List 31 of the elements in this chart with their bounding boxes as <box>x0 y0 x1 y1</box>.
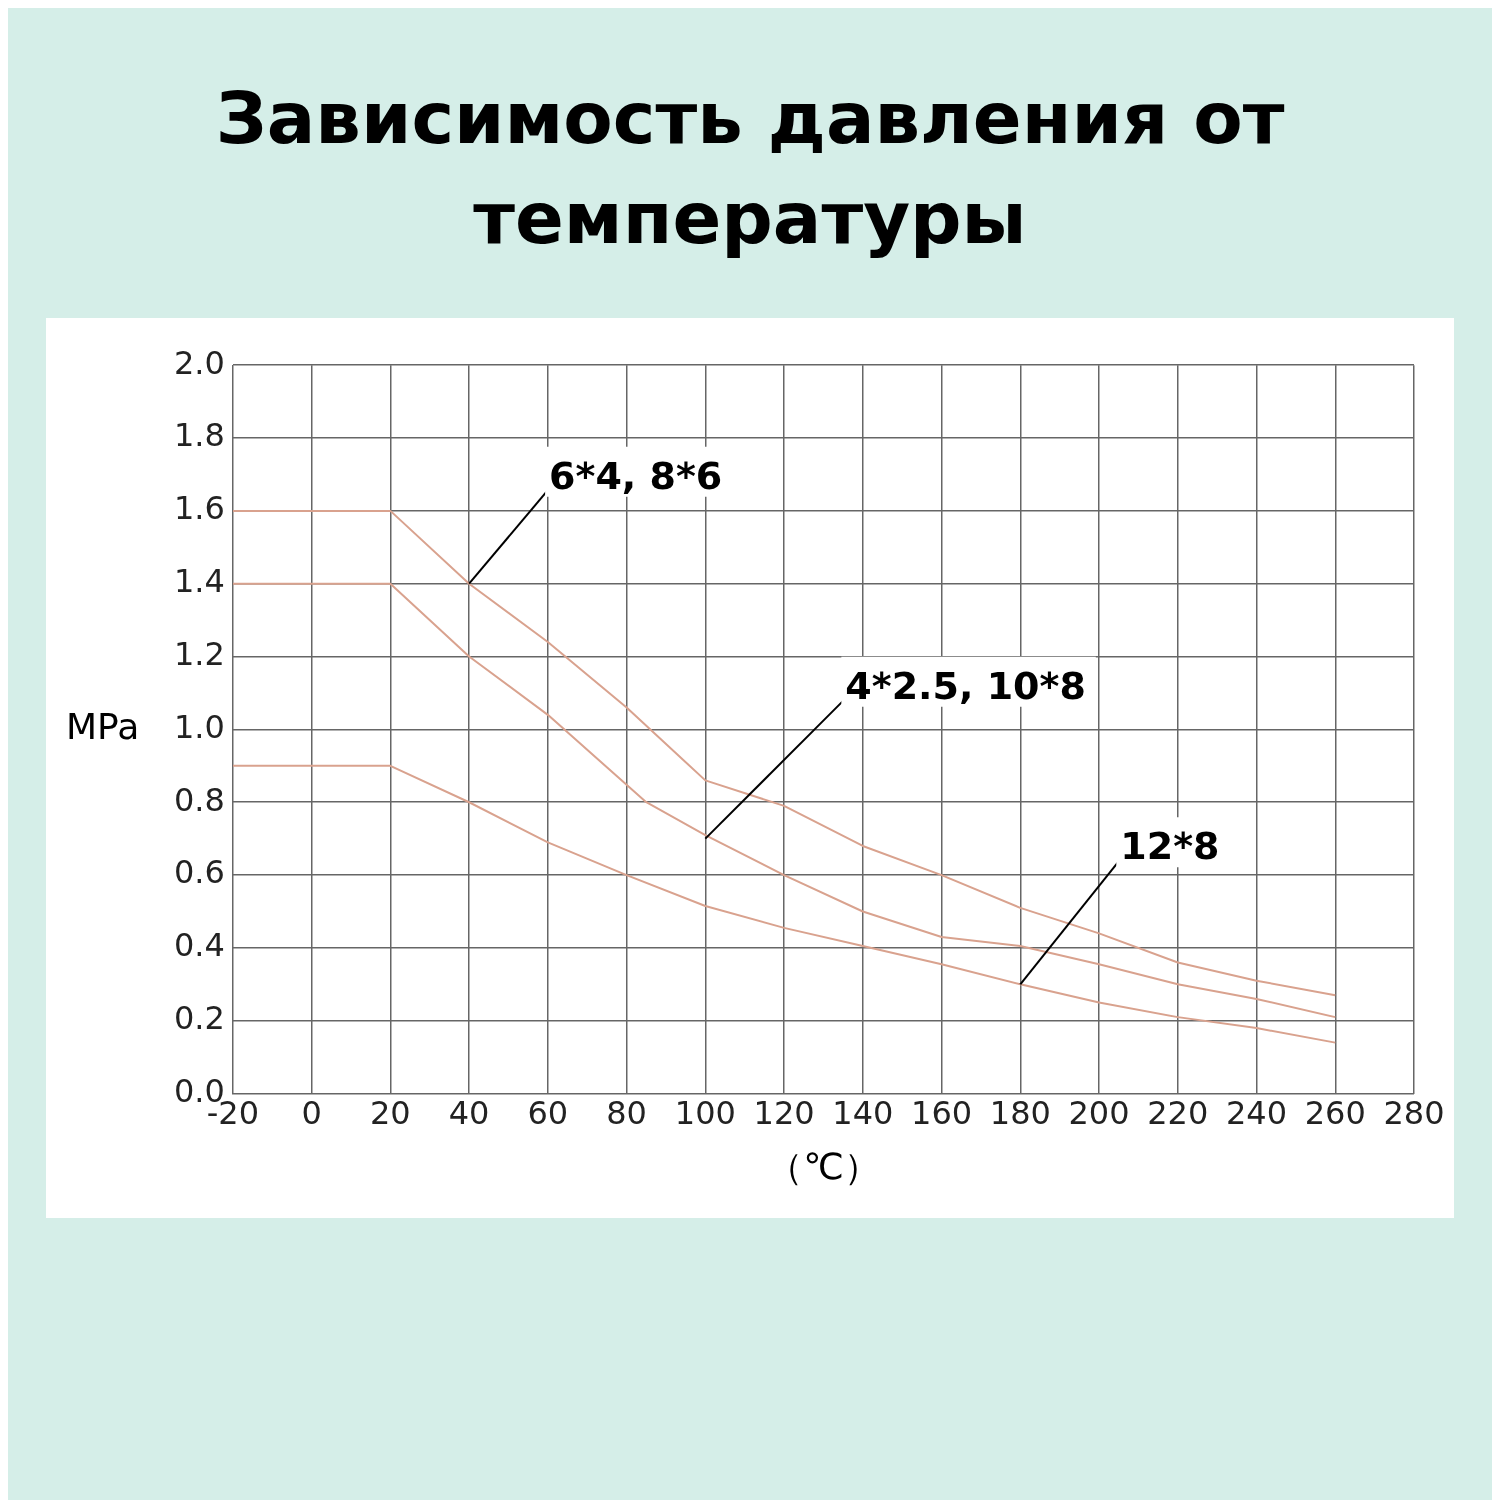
x-tick-label: 120 <box>753 1094 815 1133</box>
x-axis-title: （℃） <box>767 1146 880 1188</box>
x-tick-label: 20 <box>370 1094 411 1133</box>
y-tick-label: 1.0 <box>174 707 225 746</box>
x-tick-label: 260 <box>1304 1094 1366 1133</box>
x-tick-label: 40 <box>448 1094 490 1133</box>
annotation: 12*8 <box>1120 824 1220 869</box>
x-tick-label: 140 <box>832 1094 894 1133</box>
y-tick-label: 1.4 <box>174 562 225 601</box>
x-tick-label: 60 <box>527 1094 569 1133</box>
x-tick-label: 0 <box>301 1094 322 1133</box>
x-tick-label: 180 <box>989 1094 1051 1133</box>
y-tick-label: 1.6 <box>174 489 225 528</box>
x-tick-label: 240 <box>1225 1094 1288 1133</box>
annotation: 6*4, 8*6 <box>549 453 723 498</box>
y-tick-label: 0.2 <box>174 999 225 1038</box>
y-tick-label: 1.2 <box>174 634 225 673</box>
annotation: 4*2.5, 10*8 <box>845 663 1086 708</box>
y-tick-label: 0.8 <box>174 780 225 819</box>
y-tick-label: 0.4 <box>174 926 225 965</box>
chart-title: Зависимость давления от температуры <box>214 75 1286 262</box>
x-tick-label: 80 <box>606 1094 647 1133</box>
x-tick-label: 160 <box>911 1094 973 1133</box>
x-tick-label: 220 <box>1147 1094 1209 1133</box>
y-tick-label: 2.0 <box>174 343 225 382</box>
x-tick-label: 200 <box>1068 1094 1130 1133</box>
y-tick-label: 1.8 <box>174 416 225 455</box>
y-axis-title: MPa <box>66 705 140 747</box>
x-tick-label: 100 <box>674 1094 736 1133</box>
x-tick-label: 280 <box>1383 1094 1445 1133</box>
y-tick-label: 0.6 <box>174 853 225 892</box>
